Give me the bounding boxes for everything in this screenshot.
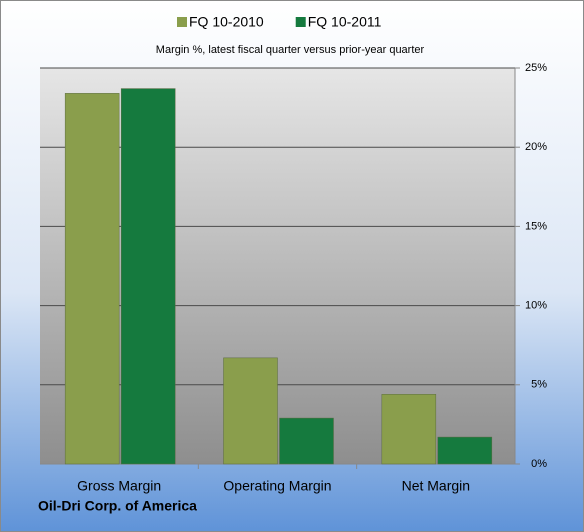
footer: Oil-Dri Corp. of America (38, 498, 197, 514)
bar (279, 417, 334, 465)
x-tick-label: Net Margin (402, 478, 470, 494)
legend-label: FQ 10-2011 (308, 14, 382, 30)
x-tick-label: Gross Margin (77, 478, 161, 494)
legend-label: FQ 10-2010 (189, 14, 264, 30)
y-tick-label: 0% (531, 458, 547, 470)
y-tick-label: 5% (531, 379, 547, 391)
legend-swatch (177, 17, 187, 27)
bar (381, 394, 437, 465)
y-tick-label: 20% (525, 141, 547, 153)
x-tick-label: Operating Margin (223, 478, 331, 494)
legend-swatch (295, 17, 306, 27)
bar (223, 357, 278, 465)
chart-title: Margin %, latest fiscal quarter versus p… (156, 44, 425, 56)
y-tick-label: 15% (525, 220, 547, 232)
bar (120, 88, 176, 465)
bar (437, 436, 493, 465)
y-tick-label: 25% (525, 62, 547, 74)
bar (64, 93, 120, 465)
y-tick-label: 10% (525, 300, 547, 312)
